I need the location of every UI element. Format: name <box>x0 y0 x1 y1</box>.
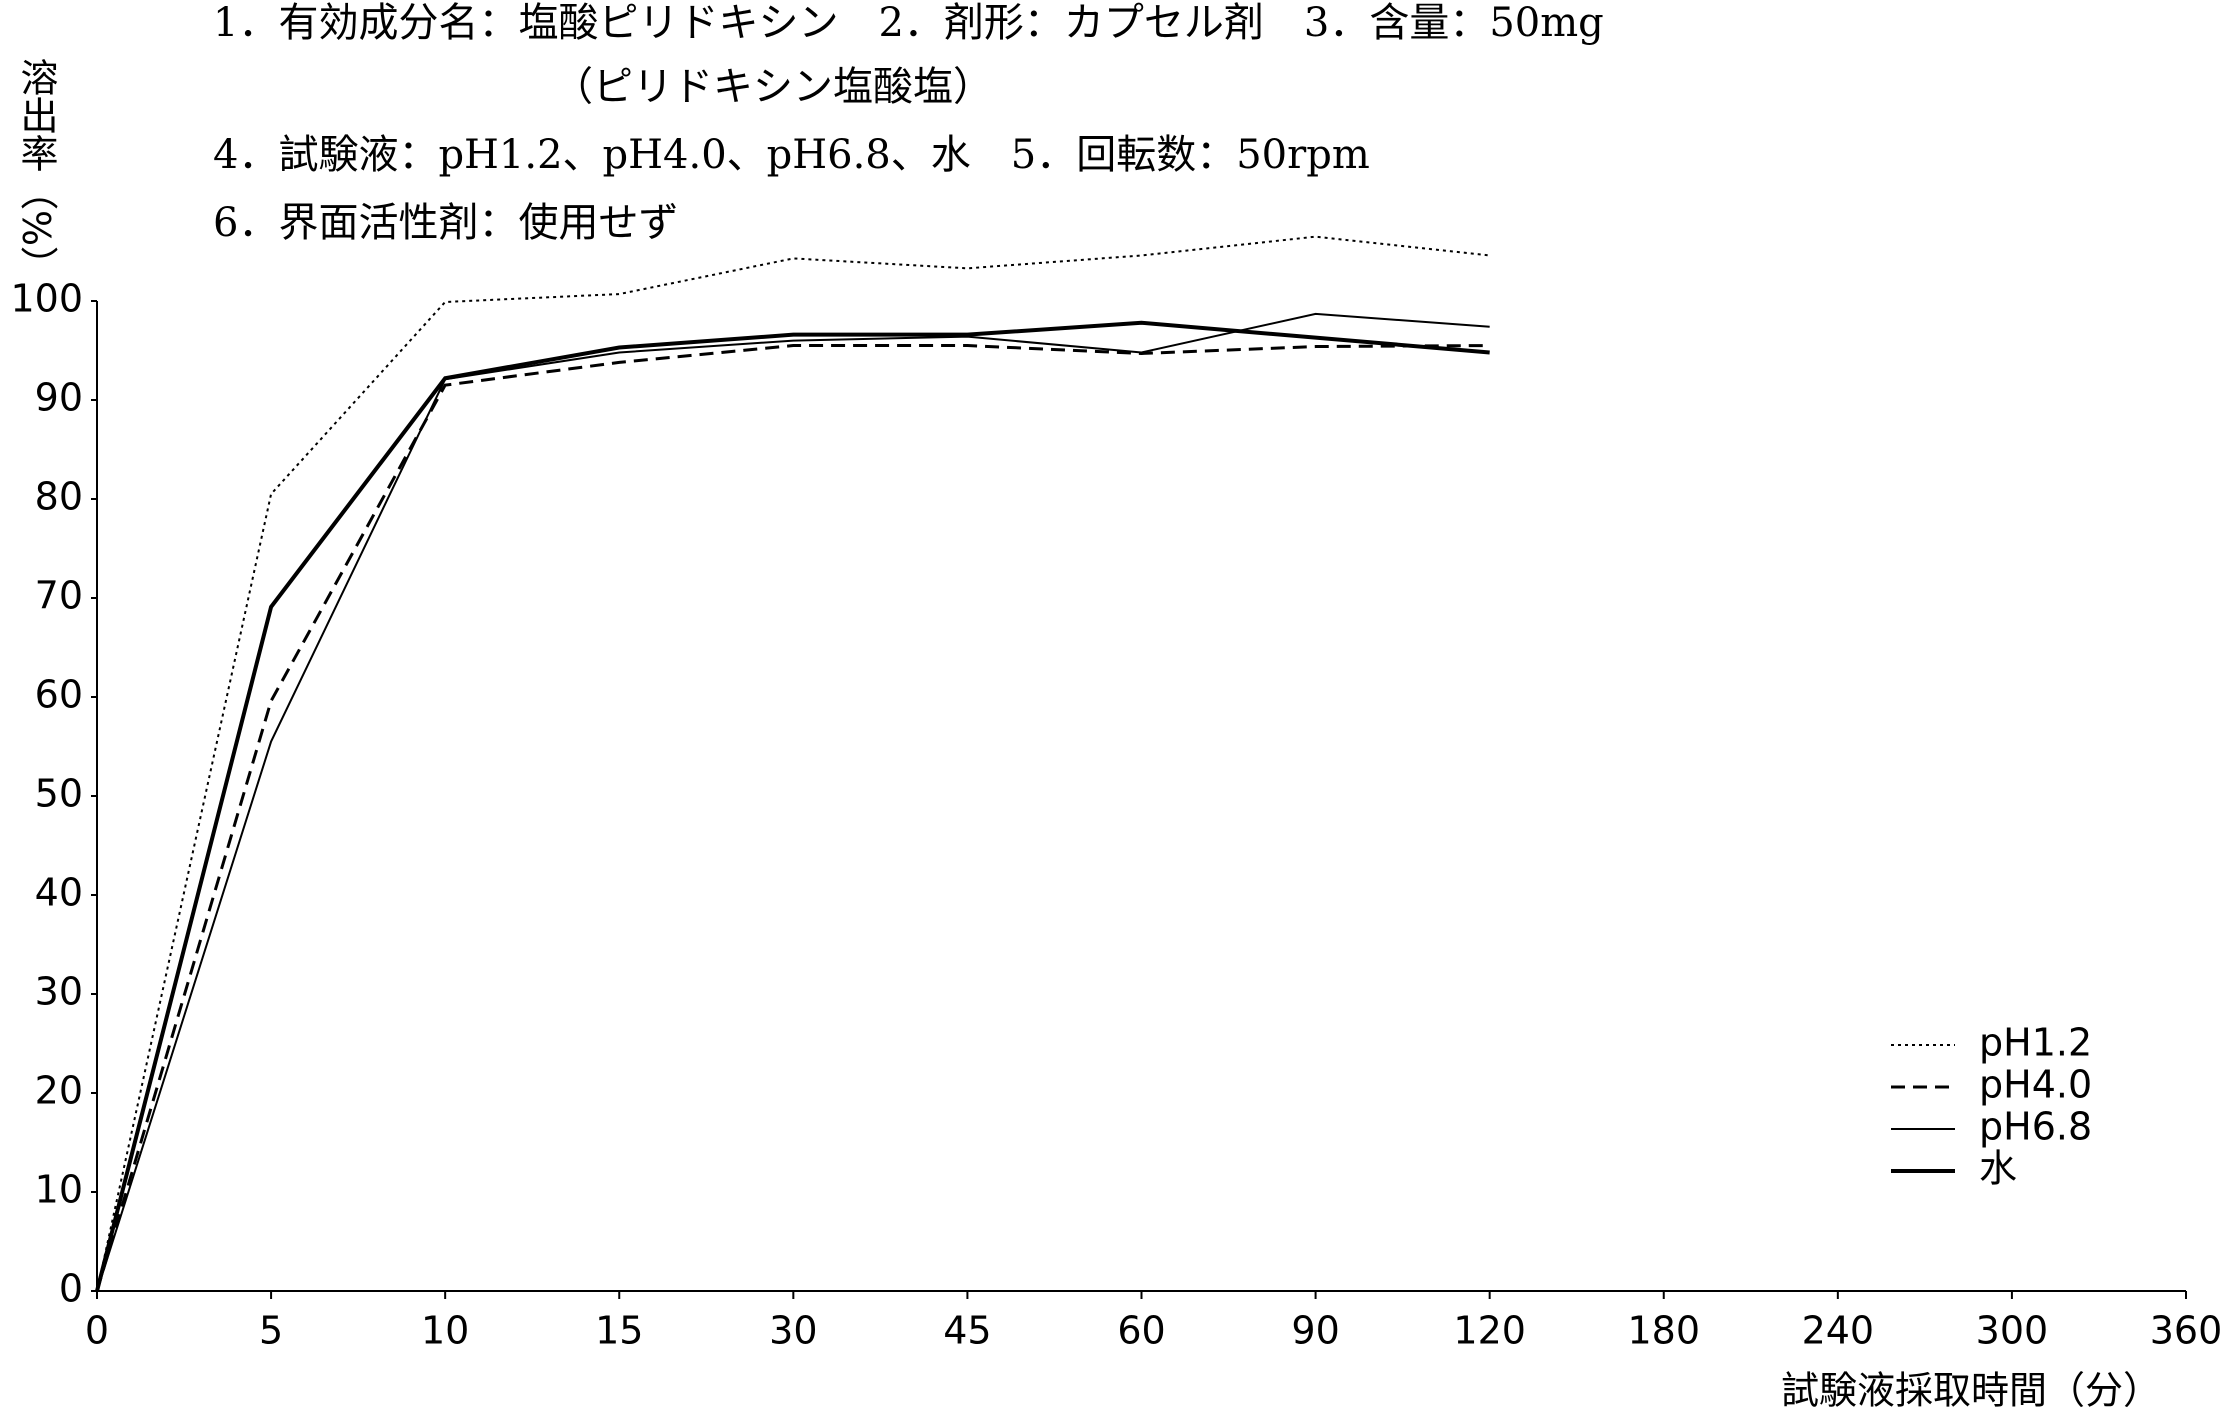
y-tick-label: 90 <box>35 376 83 420</box>
y-tick-label: 30 <box>35 970 83 1014</box>
header-line: 6．界面活性剤：使用せず <box>213 200 678 246</box>
data-line <box>95 320 1490 1292</box>
data-line <box>96 312 1490 1292</box>
x-tick-label: 10 <box>421 1309 469 1353</box>
x-axis-label: 試験液採取時間（分） <box>1781 1369 2161 1413</box>
x-tick-label: 360 <box>2150 1309 2223 1353</box>
y-tick-label: 50 <box>35 772 83 816</box>
y-tick-label: 10 <box>35 1168 83 1212</box>
y-axis-label: 溶出率（%） <box>14 58 58 284</box>
y-tick-label: 40 <box>35 871 83 915</box>
x-tick-label: 300 <box>1976 1309 2049 1353</box>
y-tick-label: 70 <box>35 574 83 618</box>
x-tick-label: 0 <box>85 1309 109 1353</box>
y-tick-label: 100 <box>10 277 83 321</box>
x-tick-label: 240 <box>1802 1309 1875 1353</box>
x-tick-label: 15 <box>595 1309 643 1353</box>
header-line: 1．有効成分名：塩酸ピリドキシン 2．剤形：カプセル剤 3．含量：50mg <box>213 0 1604 46</box>
x-tick-label: 45 <box>943 1309 991 1353</box>
x-tick-label: 90 <box>1291 1309 1339 1353</box>
legend-label: pH6.8 <box>1979 1105 2092 1149</box>
header-line: 4．試験液：pH1.2、pH4.0、pH6.8、水 5．回転数：50rpm <box>213 132 1370 178</box>
y-tick-label: 20 <box>35 1069 83 1113</box>
y-tick-label: 60 <box>35 673 83 717</box>
data-line <box>96 235 1490 1292</box>
x-tick-label: 30 <box>769 1309 817 1353</box>
x-tick-label: 120 <box>1453 1309 1526 1353</box>
header-line: （ピリドキシン塩酸塩） <box>553 64 993 110</box>
x-tick-label: 5 <box>259 1309 283 1353</box>
x-tick-label: 180 <box>1627 1309 1700 1353</box>
y-tick-label: 0 <box>59 1267 83 1311</box>
legend-label: 水 <box>1979 1147 2017 1191</box>
legend-label: pH4.0 <box>1979 1063 2092 1107</box>
y-tick-label: 80 <box>35 475 83 519</box>
x-tick-label: 60 <box>1117 1309 1165 1353</box>
legend-label: pH1.2 <box>1979 1021 2092 1065</box>
data-line <box>95 344 1490 1292</box>
